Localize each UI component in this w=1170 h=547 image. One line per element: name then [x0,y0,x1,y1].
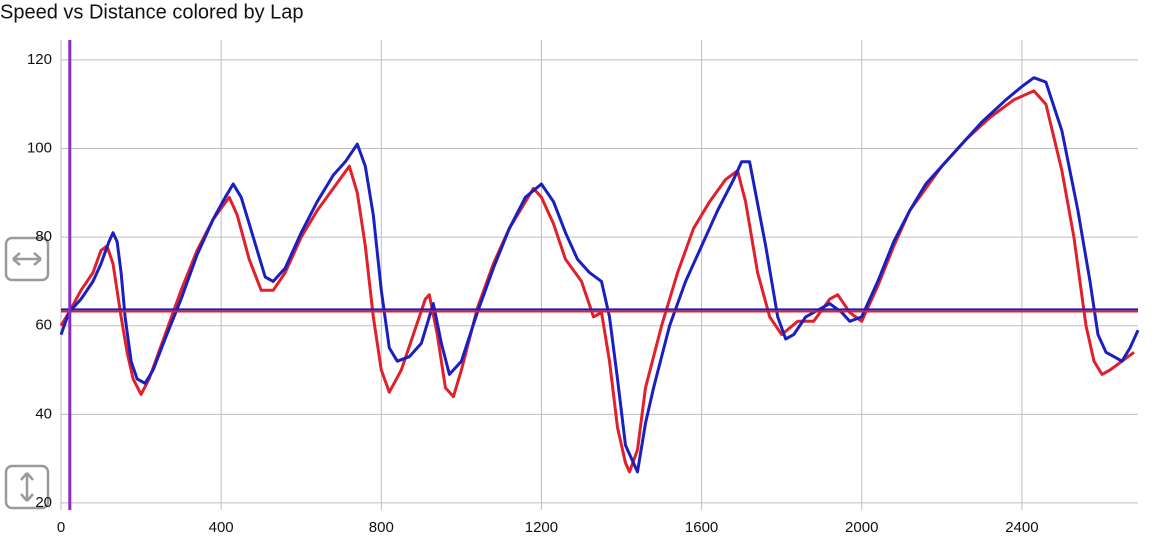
series-line [59,76,1140,474]
x-tick-label: 400 [209,519,234,536]
x-tick-label: 2000 [845,519,878,536]
y-tick-label: 20 [35,494,52,511]
chart-title: Speed vs Distance colored by Lap [0,1,304,23]
x-tick-label: 2400 [1005,519,1038,536]
pan-x-button[interactable] [4,236,50,282]
x-tick-label: 800 [369,519,394,536]
x-tick-label: 1200 [525,519,558,536]
x-tick-label: 1600 [685,519,718,536]
y-tick-label: 60 [35,317,52,334]
y-tick-label: 120 [27,51,52,68]
y-tick-label: 40 [35,405,52,422]
y-tick-label: 100 [27,139,52,156]
x-tick-label: 0 [57,519,65,536]
pan-y-button[interactable] [4,464,50,510]
y-tick-label: 80 [35,228,52,245]
